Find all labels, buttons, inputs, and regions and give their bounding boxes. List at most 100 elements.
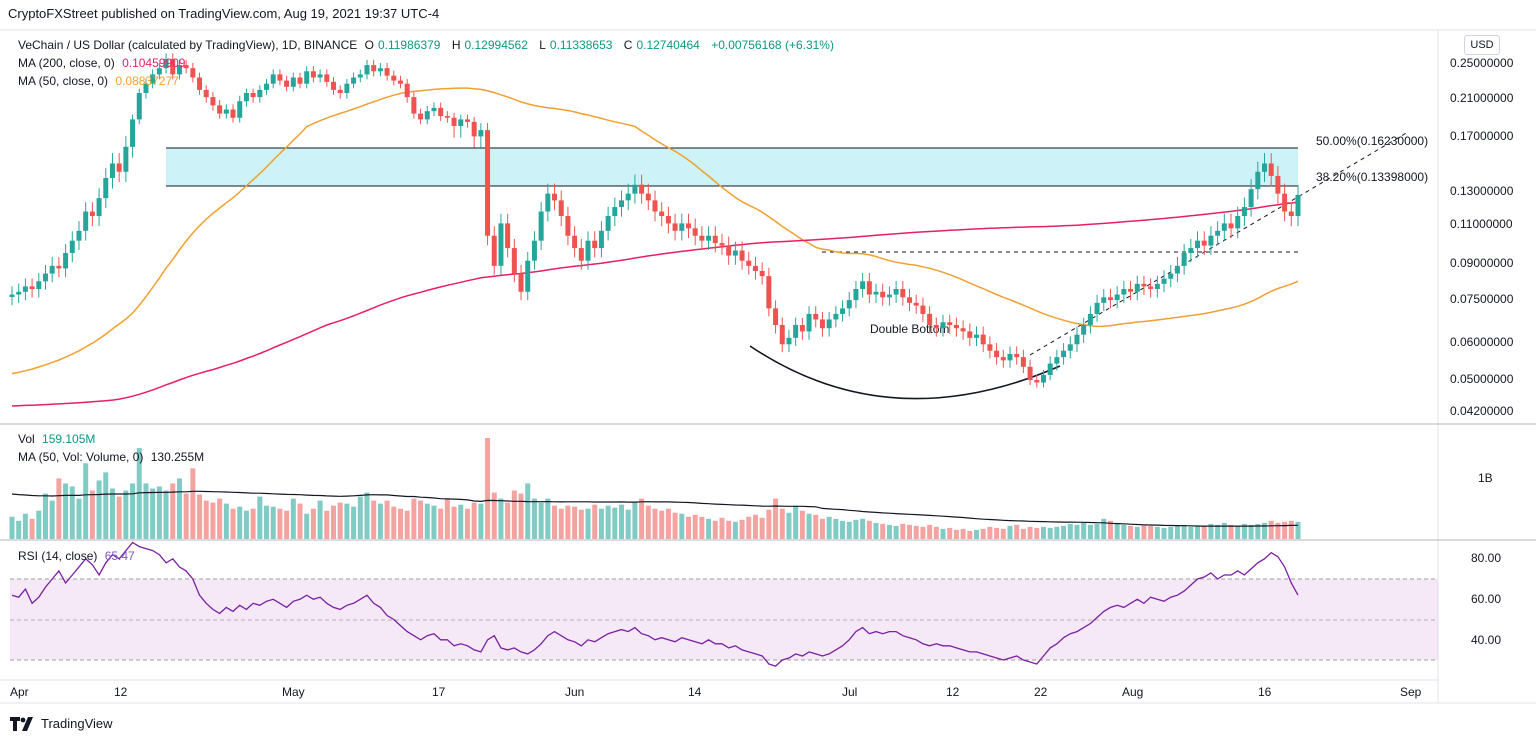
vol-value: 159.105M [42, 432, 96, 446]
volume-bar [1040, 526, 1046, 539]
volume-bar [277, 508, 283, 539]
candle-body [659, 211, 665, 216]
ma50-legend[interactable]: MA (50, close, 0) 0.08837277 [18, 74, 183, 88]
candle-body [552, 193, 558, 201]
volume-bar [1201, 525, 1207, 539]
candle-body [116, 163, 122, 172]
ma50-value: 0.08837277 [115, 74, 179, 88]
candle-body [1262, 163, 1268, 172]
candle-body [89, 211, 95, 216]
volume-bar [397, 508, 403, 539]
candle-body [29, 286, 35, 289]
volume-bar [1007, 525, 1013, 539]
candle-body [1215, 230, 1221, 236]
volume-bar [1107, 520, 1113, 539]
candle-body [806, 313, 812, 332]
volume-bar [243, 510, 249, 539]
time-tick: Jul [842, 685, 857, 699]
volume-bar [371, 500, 377, 539]
rsi-label: RSI (14, close) [18, 549, 98, 563]
candle-body [565, 216, 571, 236]
candle-body [498, 223, 504, 266]
ma200-legend[interactable]: MA (200, close, 0) 0.10459909 [18, 56, 189, 70]
price-tick: 0.05000000 [1450, 372, 1514, 386]
candle-body [1101, 297, 1107, 303]
candle-body [364, 65, 370, 75]
candle-body [779, 325, 785, 345]
rsi-legend[interactable]: RSI (14, close) 65.47 [18, 549, 139, 563]
candle-body [485, 130, 491, 236]
volume-bar [860, 518, 866, 539]
volume-bar [170, 483, 176, 539]
candle-body [431, 107, 437, 112]
candle-body [1134, 283, 1140, 292]
volume-bar [545, 498, 551, 539]
rsi-tick: 40.00 [1471, 633, 1501, 647]
time-tick: May [282, 685, 305, 699]
candle-body [264, 83, 270, 90]
candle-body [1007, 353, 1013, 361]
symbol-legend[interactable]: VeChain / US Dollar (calculated by Tradi… [18, 38, 838, 52]
volume-bar [478, 503, 484, 539]
volume-bar [840, 520, 846, 539]
volume-legend[interactable]: Vol 159.105M [18, 432, 99, 446]
candle-body [940, 322, 946, 329]
candle-body [578, 248, 584, 261]
candle-body [853, 289, 859, 301]
candle-body [418, 113, 424, 120]
volume-bar [779, 508, 785, 539]
volume-bar [665, 508, 671, 539]
candle-body [1027, 366, 1033, 380]
candle-body [799, 325, 805, 332]
candle-body [511, 248, 517, 274]
open-label: O [364, 38, 374, 52]
candle-body [471, 121, 477, 137]
volume-bar [927, 524, 933, 539]
volume-bar [250, 508, 256, 539]
volume-bar [491, 492, 497, 539]
price-axis[interactable]: 0.25000000 0.21000000 0.17000000 0.13000… [1450, 56, 1514, 418]
volume-bar [913, 525, 919, 539]
candle-body [712, 235, 718, 244]
volume-bar [123, 490, 129, 539]
volume-bar [645, 505, 651, 539]
volume-bar [799, 510, 805, 539]
volume-ma-legend[interactable]: MA (50, Vol: Volume, 0) 130.255M [18, 450, 208, 464]
candle-body [150, 74, 156, 84]
candle-body [518, 273, 524, 292]
volume-bar [873, 522, 879, 539]
volume-bar [190, 468, 196, 539]
volume-bar [974, 529, 979, 539]
footer-brand[interactable]: TradingView [10, 716, 113, 731]
fib-382-label: 38.20%(0.13398000) [1316, 170, 1428, 184]
volume-bar [538, 502, 544, 539]
candle-body [163, 58, 169, 69]
candle-body [1148, 286, 1154, 289]
candle-body [840, 308, 846, 314]
price-tick: 0.06000000 [1450, 335, 1514, 349]
candle-body [176, 65, 182, 75]
time-axis[interactable]: Apr 12 May 17 Jun 14 Jul 12 22 Aug 16 Se… [10, 685, 1422, 699]
volume-bar [1215, 524, 1221, 539]
volume-bar [290, 498, 296, 539]
candle-body [136, 93, 142, 120]
rsi-line [11, 541, 1299, 667]
candle-body [538, 211, 544, 241]
candle-body [1241, 207, 1247, 216]
volume-bar [565, 505, 571, 539]
volume-bar [1195, 525, 1201, 539]
volume-bar [960, 528, 966, 539]
volume-bar [552, 505, 558, 539]
volume-bar [210, 502, 216, 539]
volume-bar [464, 508, 470, 539]
candle-body [598, 230, 604, 249]
vol-label: Vol [18, 432, 35, 446]
volume-bar [732, 521, 738, 539]
ma50-label: MA (50, close, 0) [18, 74, 109, 88]
volume-bar [404, 510, 410, 539]
volume-bar [217, 498, 223, 539]
candle-body [1295, 194, 1301, 216]
currency-button[interactable]: USD [1464, 35, 1500, 55]
volume-bar [471, 502, 477, 539]
